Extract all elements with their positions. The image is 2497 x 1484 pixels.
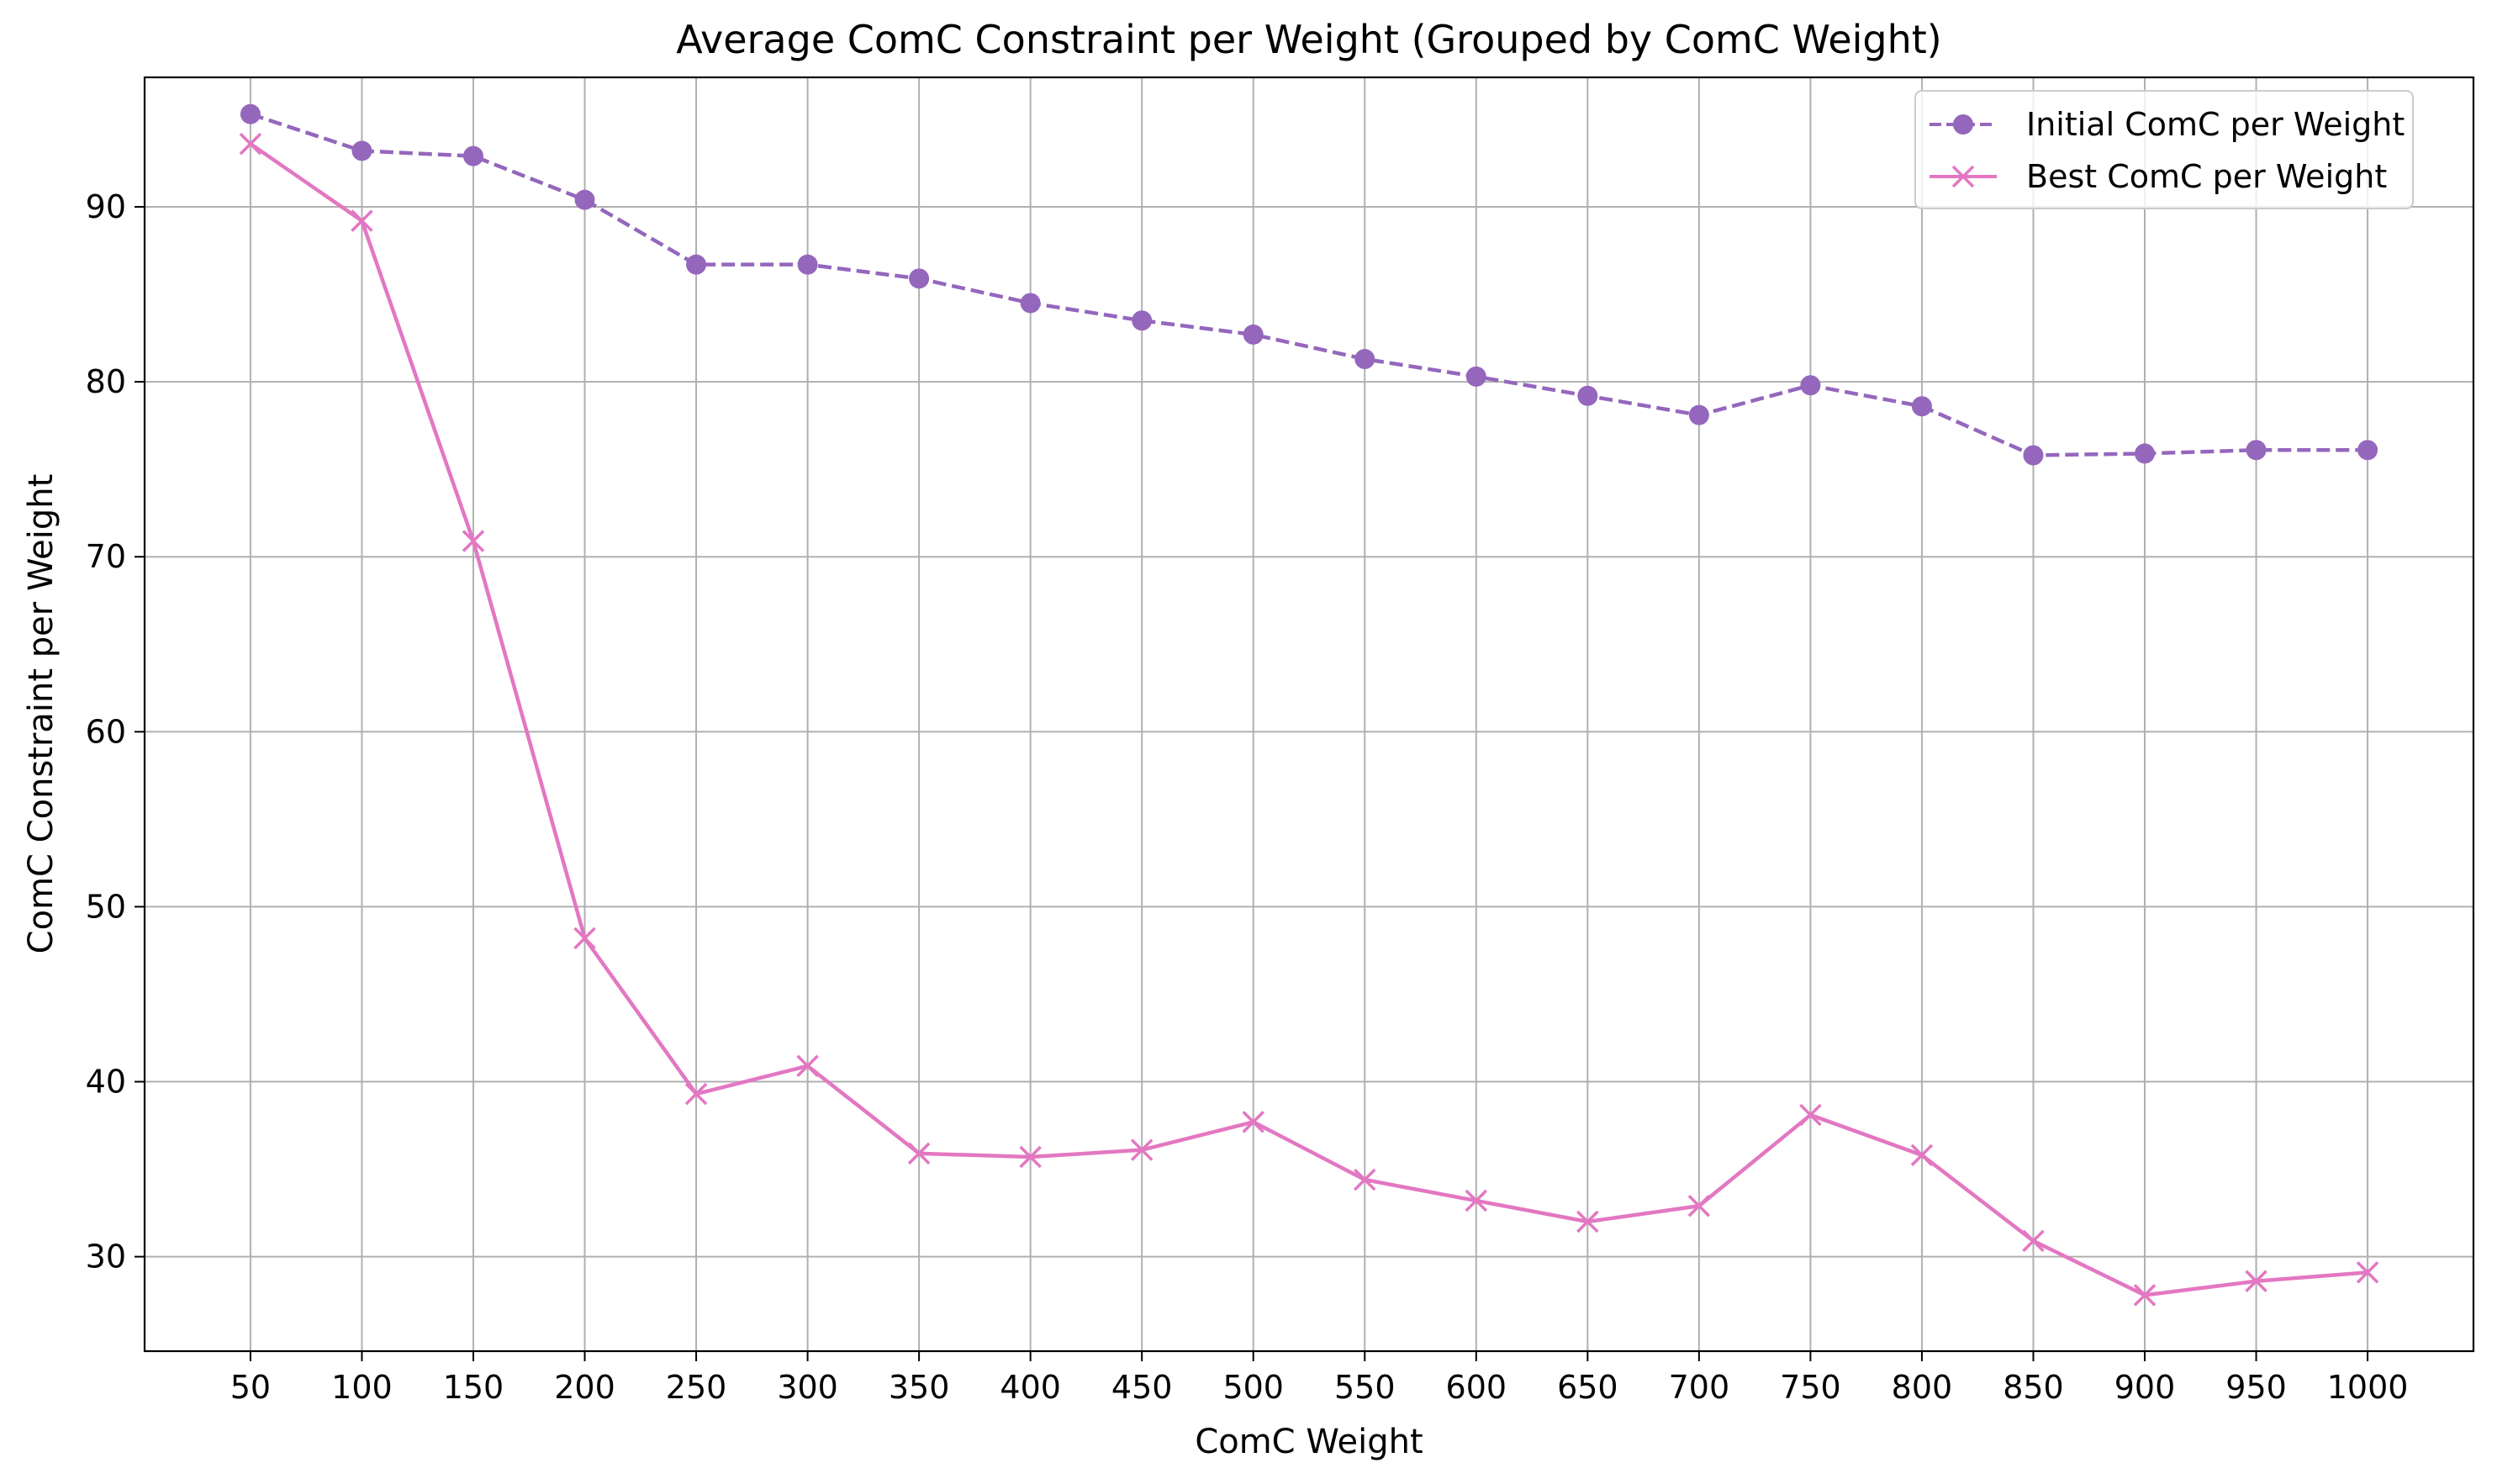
x-tick-label: 400	[1000, 1369, 1061, 1406]
x-tick-label: 850	[2003, 1369, 2064, 1406]
series-layer	[239, 103, 2379, 1307]
plot-area	[145, 77, 2473, 1351]
data-point-best	[1242, 1111, 1264, 1133]
x-axis-ticks: 50 100 150 200 250 300 350 400 450 500 550 600 650 70…	[230, 1351, 2409, 1406]
data-point-initial	[1132, 310, 1153, 331]
y-tick-label: 80	[86, 363, 126, 400]
data-point-initial	[1577, 385, 1598, 406]
chart-title: Average ComC Constraint per Weight (Grou…	[676, 17, 1942, 62]
legend-label-initial: Initial ComC per Weight	[2026, 106, 2405, 143]
x-tick-label: 650	[1557, 1369, 1618, 1406]
data-point-initial	[1465, 366, 1486, 387]
data-point-best	[2245, 1270, 2267, 1292]
data-point-best	[351, 209, 373, 232]
legend-label-best: Best ComC per Weight	[2026, 158, 2387, 195]
y-tick-label: 50	[86, 888, 126, 925]
plot-frame	[143, 76, 2475, 1353]
data-point-best	[796, 1054, 819, 1078]
x-tick-label: 250	[666, 1369, 727, 1406]
data-point-initial	[351, 140, 372, 161]
legend-marker-best	[1951, 165, 1975, 188]
data-point-best	[1910, 1143, 1934, 1167]
data-point-initial	[797, 254, 818, 275]
series-line-best	[249, 142, 2368, 1297]
x-tick-label: 150	[443, 1369, 504, 1406]
data-point-best	[1576, 1210, 1599, 1233]
x-tick-label: 550	[1334, 1369, 1396, 1406]
grid-lines	[145, 77, 2473, 1351]
series-line-initial	[250, 112, 2368, 457]
data-point-best	[2022, 1229, 2045, 1253]
x-tick-label: 1000	[2327, 1369, 2409, 1406]
data-point-initial	[462, 145, 483, 166]
x-tick-label: 900	[2114, 1369, 2176, 1406]
legend-marker-initial	[1953, 114, 1973, 135]
x-tick-label: 100	[331, 1369, 393, 1406]
data-point-initial	[686, 254, 707, 275]
data-point-best	[1130, 1138, 1153, 1161]
x-axis-label: ComC Weight	[1195, 1423, 1423, 1461]
x-tick-label: 950	[2225, 1369, 2287, 1406]
y-tick-label: 90	[86, 188, 126, 225]
y-tick-label: 70	[86, 538, 126, 575]
data-point-best	[1354, 1168, 1376, 1191]
x-tick-label: 300	[777, 1369, 838, 1406]
data-point-initial	[1020, 293, 1041, 314]
x-tick-label: 500	[1222, 1369, 1284, 1406]
legend: Initial ComC per Weight Best ComC per We…	[1914, 90, 2414, 209]
data-point-initial	[1243, 324, 1264, 345]
x-tick-label: 600	[1446, 1369, 1507, 1406]
data-point-best	[239, 132, 262, 156]
data-point-initial	[2023, 445, 2044, 466]
x-tick-label: 800	[1892, 1369, 1953, 1406]
y-tick-label: 30	[86, 1238, 126, 1275]
data-point-initial	[574, 189, 595, 210]
data-point-initial	[2135, 443, 2156, 464]
data-point-best	[1799, 1103, 1822, 1127]
data-point-initial	[1800, 375, 1821, 396]
data-point-initial	[240, 103, 261, 124]
x-tick-label: 750	[1780, 1369, 1841, 1406]
data-point-best	[907, 1142, 931, 1165]
y-tick-label: 40	[86, 1064, 126, 1101]
data-point-best	[1465, 1189, 1488, 1212]
data-point-best	[462, 530, 485, 552]
data-point-best	[1019, 1145, 1042, 1169]
data-point-initial	[1911, 396, 1932, 417]
x-tick-label: 200	[554, 1369, 615, 1406]
data-point-best	[2356, 1261, 2379, 1284]
x-tick-label: 50	[230, 1369, 271, 1406]
y-axis-label: ComC Constraint per Weight	[22, 474, 61, 954]
data-point-initial	[1688, 404, 1709, 425]
data-point-initial	[2357, 440, 2378, 461]
data-point-best	[573, 927, 596, 950]
data-point-initial	[1354, 349, 1375, 370]
y-tick-label: 60	[86, 713, 126, 750]
data-point-best	[2133, 1284, 2156, 1307]
legend-box	[1914, 90, 2414, 209]
data-point-initial	[2246, 440, 2267, 461]
data-point-best	[684, 1082, 708, 1106]
x-tick-label: 350	[889, 1369, 950, 1406]
y-axis-ticks: 30 40 50 60 70 80 90	[86, 188, 145, 1275]
x-tick-label: 450	[1111, 1369, 1173, 1406]
x-tick-label: 700	[1669, 1369, 1730, 1406]
data-point-best	[1687, 1195, 1711, 1217]
data-point-initial	[909, 268, 930, 289]
